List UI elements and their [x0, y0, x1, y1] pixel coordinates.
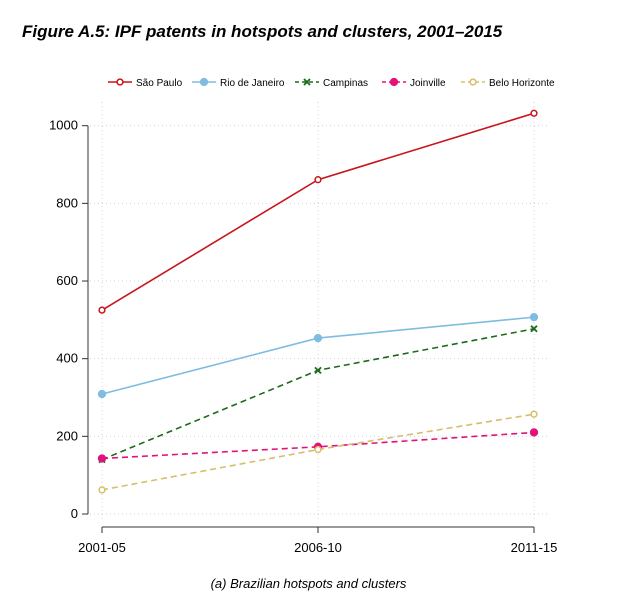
data-point-2-2: [530, 325, 538, 333]
data-point-1-2: [529, 312, 539, 322]
y-tick-label-2: 400: [56, 351, 78, 366]
data-point-4-2: [530, 410, 538, 418]
y-tick-label-5: 1000: [49, 118, 78, 133]
series-line-4: [101, 413, 535, 491]
y-tick-label-4: 800: [56, 195, 78, 210]
series-line-3: [101, 431, 535, 460]
data-point-1-1: [313, 333, 323, 343]
legend-label-3: Joinville: [410, 78, 446, 89]
x-tick-label-0: 2001-05: [78, 540, 126, 555]
legend-marker-1: [199, 77, 209, 87]
y-tick-label-0: 0: [71, 506, 78, 521]
legend-marker-4: [469, 78, 477, 86]
legend-label-0: São Paulo: [136, 78, 183, 89]
data-point-4-0: [98, 486, 106, 494]
data-point-0-0: [98, 306, 106, 314]
legend-label-4: Belo Horizonte: [489, 78, 555, 89]
legend-marker-0: [116, 78, 124, 86]
data-point-0-2: [530, 109, 538, 117]
legend-label-1: Rio de Janeiro: [220, 78, 285, 89]
x-tick-label-2: 2011-15: [511, 540, 558, 555]
data-point-0-1: [314, 176, 322, 184]
legend-marker-2: [303, 78, 311, 86]
figure-title: Figure A.5: IPF patents in hotspots and …: [22, 22, 503, 41]
legend-marker-3: [389, 77, 399, 87]
figure-caption: (a) Brazilian hotspots and clusters: [210, 576, 407, 591]
y-tick-label-1: 200: [56, 428, 78, 443]
data-point-2-1: [314, 366, 322, 374]
data-point-3-0: [97, 454, 107, 463]
y-tick-label-3: 600: [56, 273, 78, 288]
legend-label-2: Campinas: [323, 78, 368, 89]
data-point-1-0: [97, 389, 107, 399]
x-tick-label-1: 2006-10: [294, 540, 342, 555]
data-point-3-2: [529, 428, 539, 437]
data-point-4-1: [314, 445, 322, 454]
